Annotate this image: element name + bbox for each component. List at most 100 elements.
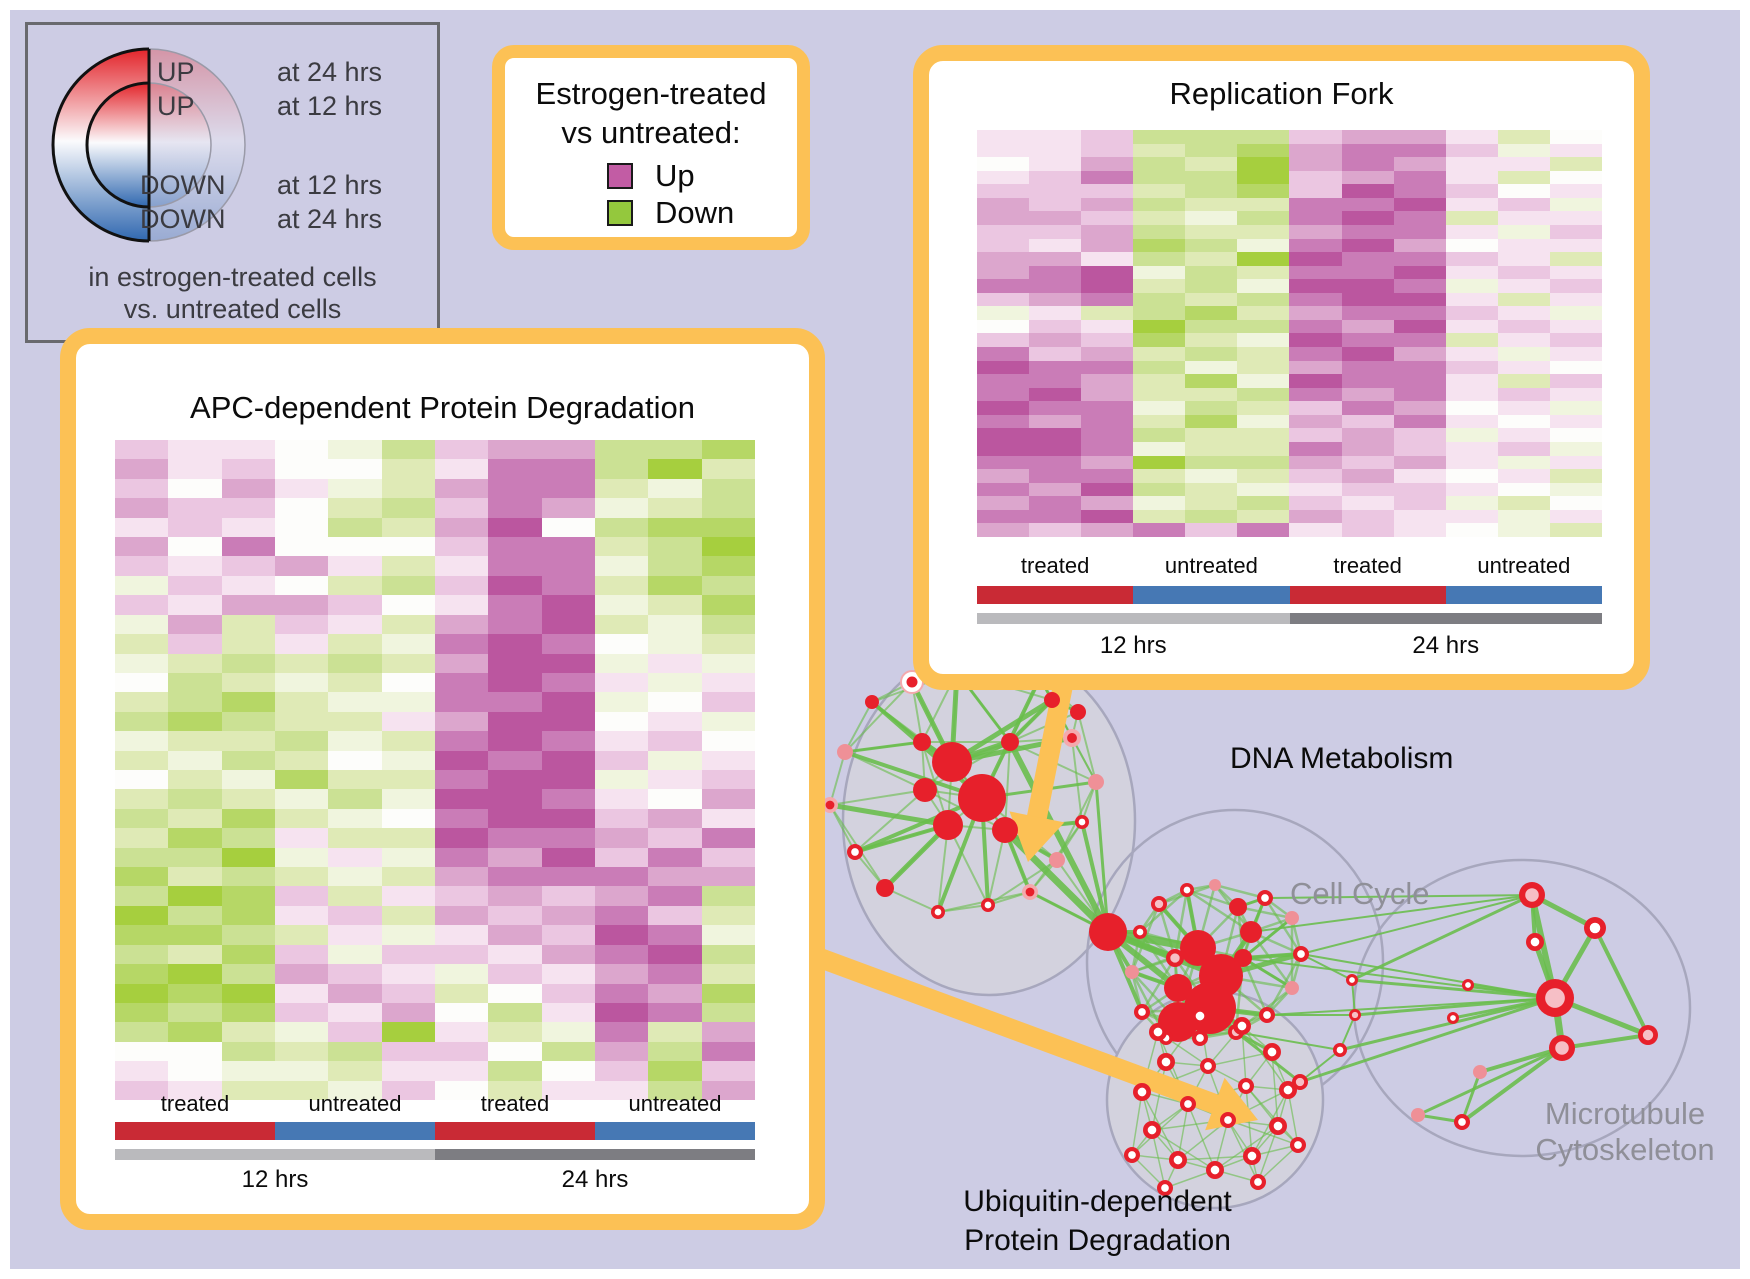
heatmap-cell — [434, 672, 489, 693]
heatmap-cell — [594, 537, 649, 557]
heatmap-cell — [1289, 442, 1342, 456]
heatmap-cell — [1029, 292, 1082, 307]
heatmap-cell — [328, 575, 382, 596]
heatmap-cell — [541, 1041, 595, 1062]
heatmap-cell — [648, 1061, 702, 1081]
replication-treated-24-label: treated — [1333, 553, 1402, 578]
heatmap-cell — [594, 440, 649, 460]
heatmap-cell — [274, 1080, 329, 1100]
heatmap-cell — [1029, 265, 1082, 280]
heatmap-cell — [1081, 387, 1134, 402]
heatmap-cell — [701, 653, 755, 673]
heatmap-cell — [115, 867, 169, 887]
heatmap-cell — [701, 556, 755, 576]
heatmap-cell — [977, 252, 1030, 266]
heatmap-cell — [1341, 184, 1394, 198]
heatmap-cell — [1029, 360, 1082, 375]
heatmap-cell — [168, 672, 222, 693]
heatmap-cell — [488, 1002, 542, 1023]
heatmap-cell — [328, 964, 382, 984]
heatmap-cell — [1185, 319, 1238, 334]
heatmap-cell — [1497, 252, 1550, 266]
heatmap-cell — [488, 440, 542, 460]
heatmap-cell — [381, 1041, 435, 1062]
heatmap-cell — [1445, 482, 1498, 497]
heatmap-cell — [115, 459, 169, 479]
heatmap-cell — [648, 750, 702, 770]
heatmap-cell — [648, 498, 702, 518]
heatmap-cell — [1341, 252, 1394, 266]
heatmap-cell — [1133, 143, 1186, 158]
heatmap-cell — [221, 595, 275, 615]
heatmap-cell — [168, 944, 222, 965]
heatmap-cell — [488, 1041, 542, 1062]
heatmap-cell — [434, 440, 489, 460]
heatmap-cell — [328, 672, 382, 693]
heatmap-cell — [168, 828, 222, 848]
heatmap-cell — [1341, 401, 1394, 415]
heatmap-cell — [488, 808, 542, 829]
heatmap-cell — [115, 614, 169, 635]
heatmap-cell — [381, 478, 435, 499]
heatmap-cell — [1341, 197, 1394, 212]
heatmap-cell — [221, 731, 275, 751]
heatmap-cell — [1237, 292, 1290, 307]
heatmap-cell — [1133, 469, 1186, 483]
heatmap-cell — [381, 595, 435, 615]
heatmap-cell — [221, 769, 275, 790]
replication-condition-bars — [977, 586, 1602, 604]
heatmap-cell — [1393, 523, 1446, 537]
heatmap-cell — [1081, 211, 1134, 225]
heatmap-cell — [1185, 455, 1238, 470]
heatmap-cell — [434, 1022, 489, 1042]
heatmap-cell — [434, 1002, 489, 1023]
heatmap-cell — [1133, 455, 1186, 470]
heatmap-cell — [1029, 238, 1082, 253]
heatmap-cell — [648, 672, 702, 693]
heatmap-cell — [1289, 157, 1342, 171]
heatmap-cell — [648, 711, 702, 732]
heatmap-cell — [274, 886, 329, 906]
heatmap-cell — [381, 944, 435, 965]
heatmap-cell — [1185, 428, 1238, 443]
heatmap-cell — [328, 925, 382, 945]
heatmap-cell — [701, 1022, 755, 1042]
apc-treated-24-label: treated — [480, 1091, 550, 1116]
heatmap-cell — [1081, 360, 1134, 375]
heatmap-cell — [328, 750, 382, 770]
heatmap-cell — [221, 692, 275, 712]
heatmap-cell — [1497, 238, 1550, 253]
heatmap-cell — [168, 750, 222, 770]
heatmap-cell — [488, 1080, 542, 1100]
heatmap-cell — [168, 1002, 222, 1023]
heatmap-cell — [1081, 265, 1134, 280]
heatmap-cell — [488, 556, 542, 576]
heatmap-cell — [1445, 442, 1498, 456]
heatmap-cell — [221, 556, 275, 576]
heatmap-cell — [1029, 509, 1082, 524]
heatmap-cell — [648, 614, 702, 635]
treated-bar — [977, 586, 1134, 604]
heatmap-cell — [1497, 360, 1550, 375]
heatmap-cell — [1445, 130, 1498, 144]
heatmap-cell — [328, 711, 382, 732]
heatmap-cell — [1133, 333, 1186, 348]
heatmap-cell — [488, 634, 542, 654]
heatmap-cell — [1185, 401, 1238, 415]
heatmap-cell — [328, 1002, 382, 1023]
heatmap-cell — [328, 440, 382, 460]
heatmap-cell — [488, 537, 542, 557]
heatmap-cell — [977, 455, 1030, 470]
heatmap-cell — [1133, 279, 1186, 293]
heatmap-cell — [1549, 224, 1602, 239]
heatmap-cell — [541, 886, 595, 906]
heatmap-cell — [1185, 157, 1238, 171]
cluster-label-ubiquitin-line2: Protein Degradation — [964, 1224, 1231, 1257]
ring-legend-down24-time: at 24 hrs — [277, 204, 383, 234]
cluster-label-ubiquitin: Ubiquitin-dependent Protein Degradation — [940, 1182, 1255, 1260]
heatmap-cell — [701, 595, 755, 615]
cluster-label-microtubule: Microtubule Cytoskeleton — [1535, 1096, 1715, 1168]
heatmap-cell — [1393, 401, 1446, 415]
heatmap-cell — [1185, 170, 1238, 185]
heatmap-cell — [977, 319, 1030, 334]
